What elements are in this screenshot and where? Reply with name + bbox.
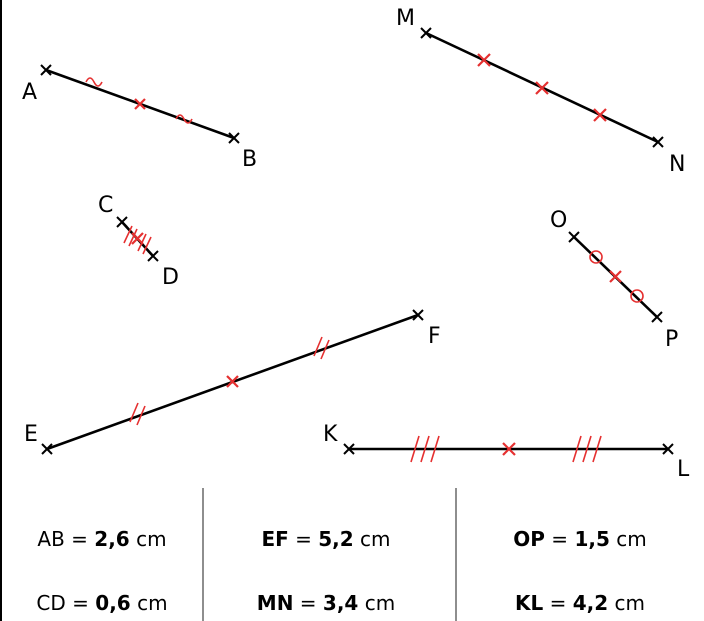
measure-cd-value: 0,6 — [95, 591, 130, 615]
measure-kl: KL = 4,2 cm — [515, 591, 645, 615]
segment-cd: C D — [98, 193, 179, 290]
measures-table: AB = 2,6 cm EF = 5,2 cm OP = 1,5 cm CD =… — [36, 488, 647, 621]
measure-mn: MN = 3,4 cm — [257, 591, 395, 615]
measure-mn-value: 3,4 — [323, 591, 358, 615]
point-o-cross — [568, 231, 580, 243]
point-a-cross — [40, 64, 52, 76]
label-e: E — [24, 422, 38, 447]
label-l: L — [677, 457, 690, 482]
double-slash-marks-cd — [123, 225, 152, 255]
label-k: K — [323, 422, 338, 447]
measure-mn-segment: MN — [257, 591, 294, 615]
label-a: A — [22, 80, 37, 105]
label-o: O — [550, 208, 567, 233]
triple-slash-marks-kl-1 — [410, 435, 440, 463]
measure-cd: CD = 0,6 cm — [36, 591, 167, 615]
measure-ef: EF = 5,2 cm — [261, 527, 390, 551]
label-c: C — [98, 193, 113, 218]
measure-op: OP = 1,5 cm — [513, 527, 646, 551]
measure-op-segment: OP — [513, 527, 545, 551]
label-b: B — [242, 147, 257, 172]
label-n: N — [669, 152, 685, 177]
label-m: M — [396, 6, 415, 31]
circle-mark-op-1 — [589, 250, 603, 264]
midpoint-ef — [226, 375, 239, 388]
point-n-cross — [652, 136, 664, 148]
measure-ab-segment: AB — [37, 527, 64, 551]
point-b-cross — [228, 132, 240, 144]
double-slash-marks-ef-1 — [129, 402, 146, 426]
measure-kl-segment: KL — [515, 591, 543, 615]
midpoint-mn — [535, 81, 549, 95]
point-m-cross — [420, 27, 432, 39]
point-c-cross — [116, 216, 128, 228]
point-f-cross — [412, 309, 424, 321]
label-f: F — [428, 324, 441, 349]
measure-ab-value: 2,6 — [94, 527, 129, 551]
point-d-cross — [147, 250, 159, 262]
point-p-cross — [651, 311, 663, 323]
segment-mn: M N — [396, 6, 685, 177]
measure-kl-value: 4,2 — [573, 591, 608, 615]
point-e-cross — [41, 443, 53, 455]
mark-mn-2 — [593, 108, 607, 122]
triple-slash-marks-kl-2 — [572, 435, 602, 463]
measure-ab: AB = 2,6 cm — [37, 527, 166, 551]
measure-op-value: 1,5 — [574, 527, 609, 551]
label-p: P — [665, 327, 678, 352]
double-slash-marks-ef-2 — [313, 336, 330, 360]
label-d: D — [162, 265, 179, 290]
midpoint-op — [609, 270, 622, 283]
mark-mn-1 — [477, 53, 491, 67]
tilde-mark-ab-2 — [175, 114, 193, 124]
measure-ef-segment: EF — [261, 527, 288, 551]
segment-kl: K L — [323, 422, 690, 482]
segment-ab: A B — [22, 64, 257, 172]
midpoint-kl — [502, 442, 516, 456]
measure-cd-segment: CD — [36, 591, 65, 615]
circle-mark-op-2 — [630, 289, 644, 303]
point-k-cross — [343, 443, 355, 455]
measure-ef-value: 5,2 — [318, 527, 353, 551]
tilde-mark-ab-1 — [85, 77, 103, 87]
midpoint-ab — [134, 98, 146, 110]
segment-ef: E F — [24, 309, 441, 455]
segment-op: O P — [550, 208, 678, 352]
point-l-cross — [662, 443, 674, 455]
